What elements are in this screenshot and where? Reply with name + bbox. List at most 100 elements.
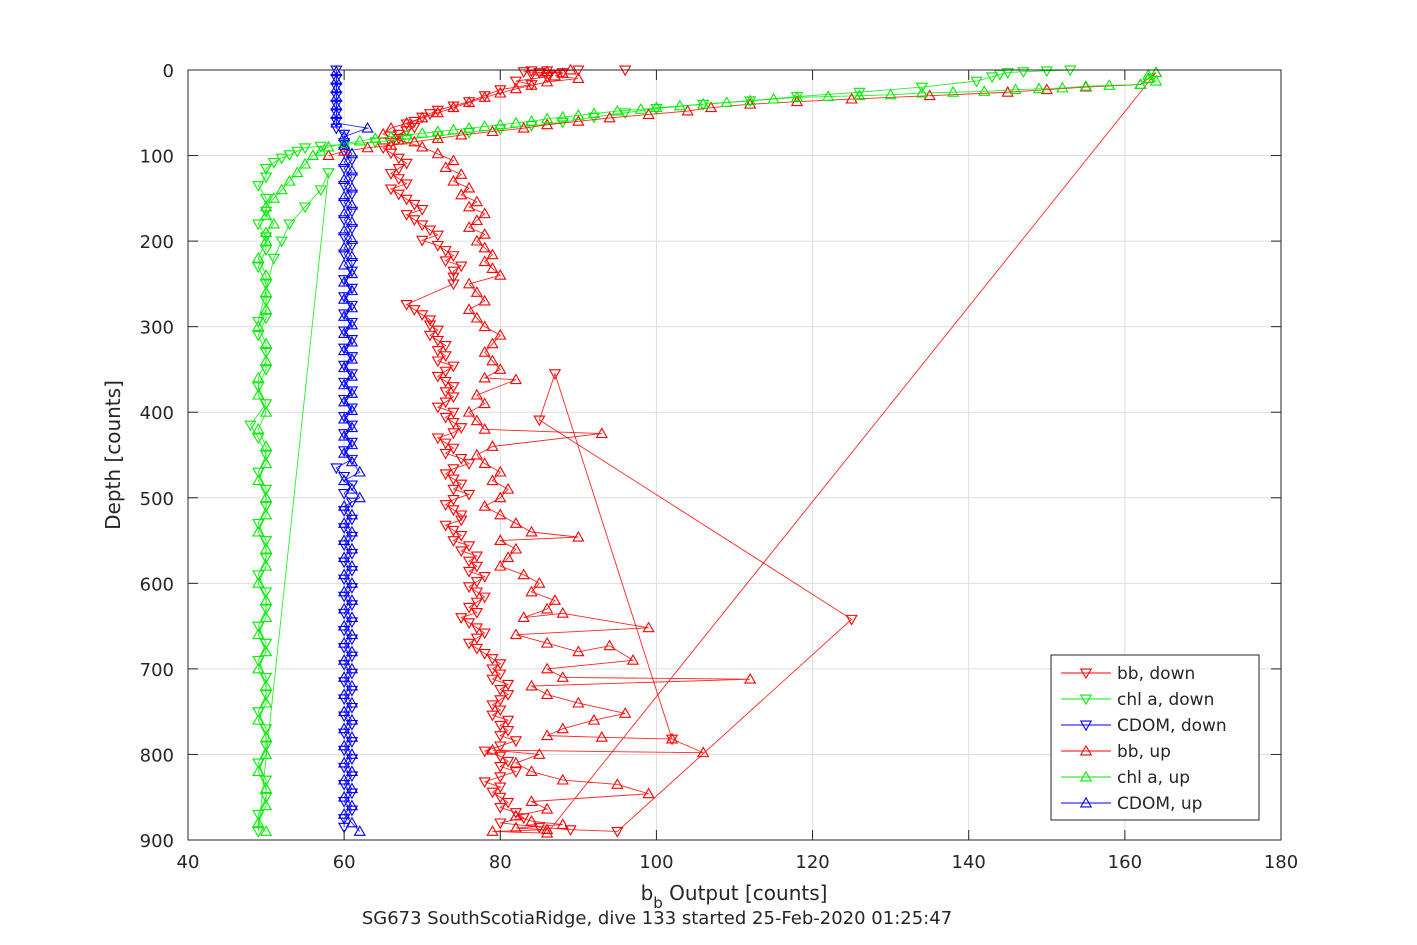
data-point xyxy=(572,109,585,120)
data-point xyxy=(259,638,273,650)
data-point xyxy=(252,320,265,332)
data-point xyxy=(470,587,484,599)
data-point xyxy=(915,86,929,98)
data-point xyxy=(298,157,312,169)
data-point xyxy=(337,249,351,261)
data-point xyxy=(431,125,444,137)
data-point xyxy=(345,369,359,381)
data-point xyxy=(267,253,281,265)
data-point xyxy=(525,679,538,691)
data-point xyxy=(345,611,359,623)
data-point xyxy=(283,174,296,186)
data-point xyxy=(494,559,507,571)
data-point xyxy=(416,111,429,123)
data-point xyxy=(439,520,452,532)
data-point xyxy=(447,174,460,186)
data-point xyxy=(634,103,647,114)
data-point xyxy=(439,397,452,409)
legend-marker xyxy=(1079,720,1093,732)
data-point xyxy=(337,258,351,270)
x-tick-label: 160 xyxy=(1108,852,1142,873)
data-point xyxy=(525,765,538,777)
data-point xyxy=(462,221,476,232)
data-point xyxy=(525,115,538,126)
data-point xyxy=(337,756,351,768)
data-point xyxy=(564,63,577,75)
data-point xyxy=(470,561,484,573)
data-point xyxy=(337,551,351,563)
data-point xyxy=(455,613,468,624)
data-point xyxy=(525,795,538,806)
data-point xyxy=(455,510,468,522)
data-point xyxy=(462,303,476,315)
data-point xyxy=(345,765,359,777)
data-point xyxy=(439,341,452,352)
data-point xyxy=(447,536,460,547)
data-point xyxy=(642,787,655,799)
data-point xyxy=(400,128,413,140)
data-point xyxy=(447,392,460,404)
data-point xyxy=(486,474,499,486)
data-point xyxy=(697,746,710,758)
data-point xyxy=(447,266,460,278)
data-point xyxy=(478,207,491,219)
data-point xyxy=(486,125,499,137)
data-point xyxy=(478,628,491,640)
data-point xyxy=(1001,68,1014,79)
data-point xyxy=(478,241,491,253)
data-point xyxy=(572,645,585,657)
x-tick-label: 120 xyxy=(795,852,829,873)
data-point xyxy=(252,628,265,640)
data-point xyxy=(486,354,499,366)
data-point xyxy=(361,141,374,153)
data-point xyxy=(252,707,265,718)
data-point xyxy=(540,72,554,84)
data-point xyxy=(478,423,491,434)
data-point xyxy=(595,427,608,439)
data-point xyxy=(681,104,694,116)
data-point xyxy=(822,90,835,101)
data-point xyxy=(611,826,624,838)
data-point xyxy=(431,240,444,252)
data-point xyxy=(509,542,523,554)
data-point xyxy=(345,369,359,381)
axes: 40 60 80 100 120 140 160 180 0 100 200 300 400 500 600… xyxy=(140,61,1299,873)
data-point xyxy=(337,173,351,184)
data-point xyxy=(252,518,265,530)
data-point xyxy=(369,132,382,143)
data-point xyxy=(337,360,351,372)
data-point xyxy=(337,394,351,406)
data-point xyxy=(470,607,484,619)
data-point xyxy=(1040,66,1053,78)
data-point xyxy=(345,662,359,674)
data-point xyxy=(462,121,476,133)
data-point xyxy=(345,480,359,492)
data-point xyxy=(345,508,359,520)
data-point xyxy=(431,433,444,445)
data-point xyxy=(337,309,351,321)
x-tick-label: 140 xyxy=(952,852,986,873)
data-point xyxy=(486,440,499,451)
data-point xyxy=(252,262,265,274)
y-tick-label: 0 xyxy=(163,61,174,82)
data-point xyxy=(259,587,273,599)
data-point xyxy=(416,205,429,216)
data-point xyxy=(470,234,484,246)
data-point xyxy=(462,489,476,501)
data-point xyxy=(431,371,444,383)
data-point xyxy=(556,818,569,830)
data-point xyxy=(353,825,366,836)
data-point xyxy=(345,283,359,295)
data-point xyxy=(337,790,351,802)
data-point xyxy=(337,636,351,648)
data-point xyxy=(431,335,444,347)
data-point xyxy=(400,210,413,221)
data-point xyxy=(431,106,444,118)
data-point xyxy=(337,534,351,546)
data-point xyxy=(283,219,296,231)
data-point xyxy=(548,69,562,81)
data-point xyxy=(345,301,359,313)
data-point xyxy=(259,269,273,280)
data-point xyxy=(587,107,601,119)
data-point xyxy=(259,303,273,315)
